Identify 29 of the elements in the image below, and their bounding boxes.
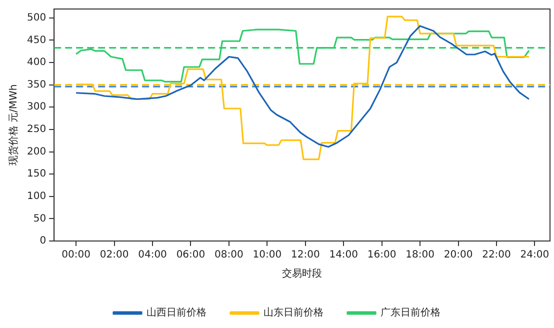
legend-label: 山西日前价格 xyxy=(146,306,206,319)
x-tick-label: 00:00 xyxy=(62,250,90,261)
x-tick-label: 04:00 xyxy=(138,250,167,261)
x-tick-label: 24:00 xyxy=(520,250,550,261)
x-tick-label: 02:00 xyxy=(100,250,129,261)
y-tick-label: 400 xyxy=(26,57,46,68)
y-tick-label: 500 xyxy=(26,12,46,24)
y-tick-label: 150 xyxy=(26,168,46,180)
x-tick-label: 06:00 xyxy=(176,250,206,261)
x-tick-label: 10:00 xyxy=(252,250,282,261)
y-axis-title: 现货价格 元/MWh xyxy=(8,84,20,166)
x-tick-label: 12:00 xyxy=(290,250,320,261)
x-tick-label: 18:00 xyxy=(406,250,434,261)
x-tick-label: 08:00 xyxy=(214,250,244,261)
x-tick-label: 20:00 xyxy=(444,250,473,261)
y-tick-label: 100 xyxy=(26,190,46,202)
x-tick-label: 22:00 xyxy=(482,250,511,261)
y-tick-label: 50 xyxy=(33,213,46,224)
y-tick-label: 300 xyxy=(26,102,46,113)
x-tick-label: 14:00 xyxy=(329,250,358,261)
y-tick-label: 200 xyxy=(26,146,46,158)
y-tick-label: 350 xyxy=(26,79,46,90)
y-tick-label: 250 xyxy=(26,124,46,136)
legend-label: 广东日前价格 xyxy=(380,306,440,319)
x-axis-title: 交易时段 xyxy=(282,268,322,280)
y-tick-label: 0 xyxy=(40,236,46,247)
x-tick-label: 16:00 xyxy=(367,250,396,261)
y-tick-label: 450 xyxy=(26,34,46,46)
legend-label: 山东日前价格 xyxy=(264,306,324,319)
